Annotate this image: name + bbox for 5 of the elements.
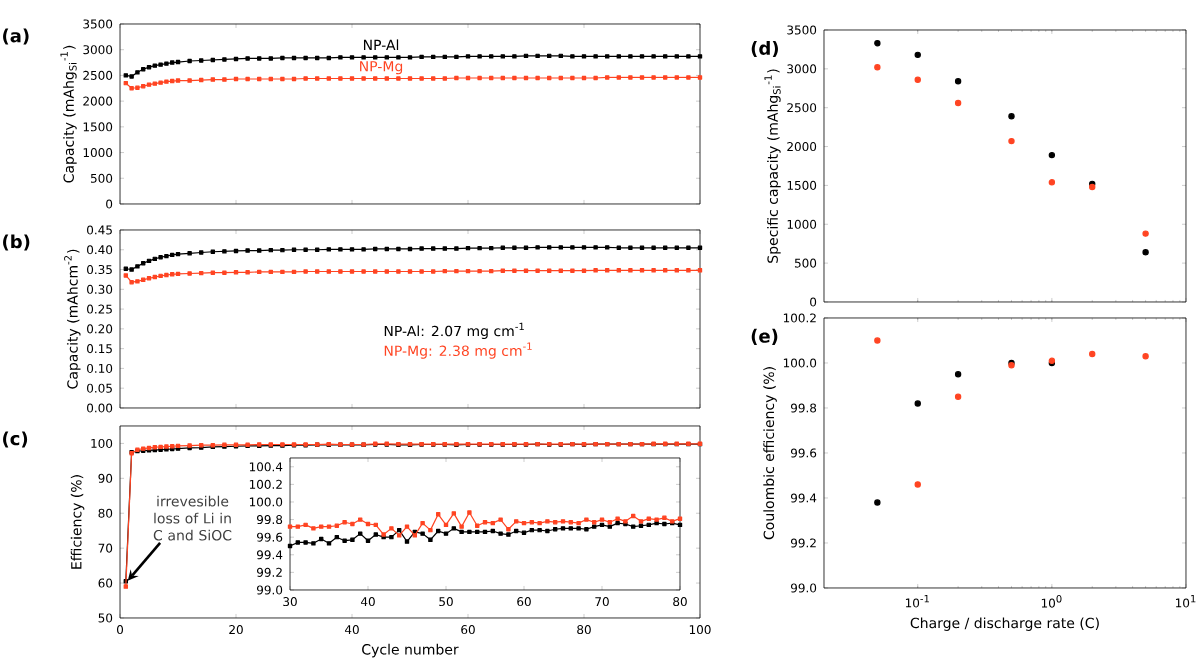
text: (d): [751, 41, 778, 58]
text: (a): [3, 28, 29, 45]
text: (e): [751, 328, 778, 345]
text: (c): [3, 431, 28, 448]
text: (b): [3, 234, 30, 251]
